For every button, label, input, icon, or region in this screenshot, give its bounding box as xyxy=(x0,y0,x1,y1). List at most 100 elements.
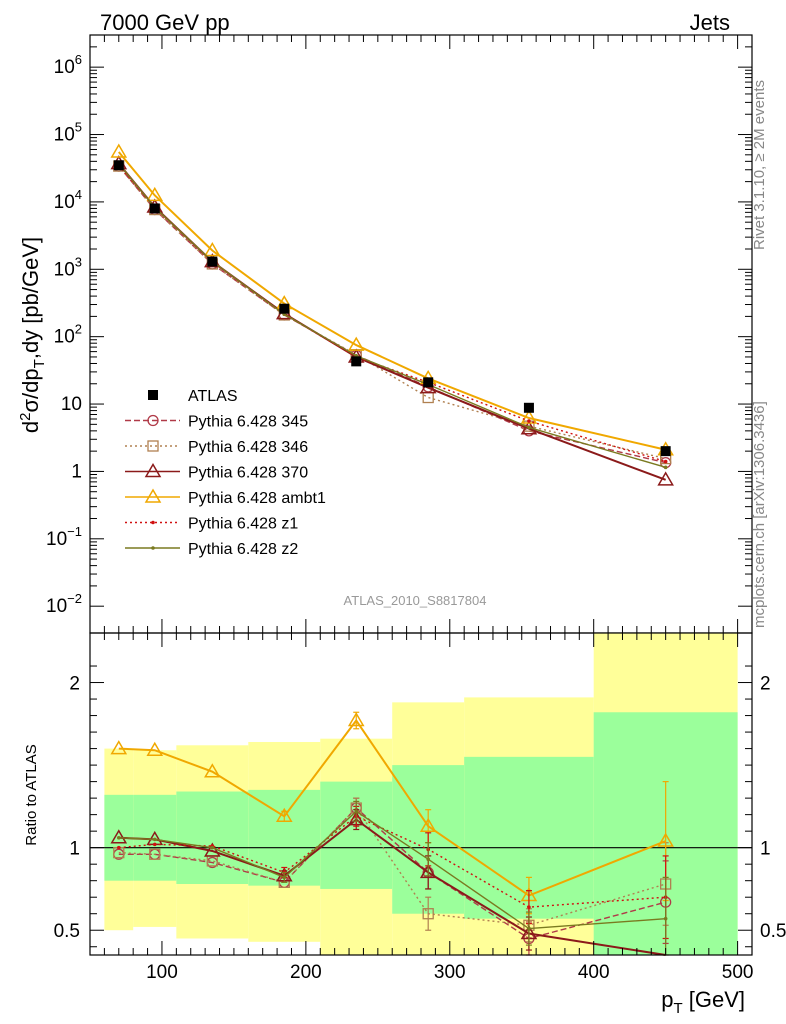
data-point xyxy=(423,377,434,388)
main-series-p370 xyxy=(110,155,674,486)
ratio-point-p370 xyxy=(110,829,128,844)
tick-exponent: −1 xyxy=(67,524,82,539)
main-point-ambt1 xyxy=(146,186,164,202)
data-point xyxy=(113,160,124,171)
data-point xyxy=(207,256,218,267)
legend-label-z1: Pythia 6.428 z1 xyxy=(188,516,298,533)
ratio-point-z2 xyxy=(210,845,215,850)
ratio-series-ambt1 xyxy=(110,711,674,915)
legend-item-z1: Pythia 6.428 z1 xyxy=(125,516,298,533)
ratio-point-z2 xyxy=(426,857,430,862)
ratio-y-axis-label: Ratio to ATLAS xyxy=(23,744,40,845)
legend-marker-z1 xyxy=(151,520,155,525)
legend-item-p345: Pythia 6.428 345 xyxy=(125,414,308,431)
ratio-point-ambt1 xyxy=(146,741,164,756)
main-point-z1 xyxy=(527,419,531,423)
legend-label-z2: Pythia 6.428 z2 xyxy=(188,541,298,558)
main-y-tick-label: 103 xyxy=(54,254,82,280)
main-line-ambt1 xyxy=(118,151,666,451)
main-y-tick-label: 106 xyxy=(54,52,82,78)
ratio-point-p346 xyxy=(149,848,161,860)
ratio-series-z2 xyxy=(116,800,669,956)
ratio-point-z1 xyxy=(152,842,157,847)
ratio-point-z2 xyxy=(354,809,359,814)
legend-marker-p345 xyxy=(147,414,159,427)
rivet-version-label: Rivet 3.1.10, ≥ 2M events xyxy=(751,80,768,250)
ratio-point-z1 xyxy=(116,845,121,850)
tick-exponent: −2 xyxy=(67,591,82,606)
legend-marker-data xyxy=(148,390,158,400)
legend-label-p345: Pythia 6.428 345 xyxy=(188,414,308,431)
ratio-y-tick-label-left: 1 xyxy=(69,839,80,860)
tick-base: 10 xyxy=(54,192,75,213)
main-series-data xyxy=(113,160,671,457)
main-point-p370 xyxy=(657,471,674,486)
main-point-ambt1 xyxy=(110,143,128,158)
ratio-y-tick-label-right: 2 xyxy=(760,674,771,695)
legend-item-p370: Pythia 6.428 370 xyxy=(125,463,308,482)
ratio-y-tick-label-left: 2 xyxy=(69,674,80,695)
legend-item-ambt1: Pythia 6.428 ambt1 xyxy=(125,488,326,507)
ratio-point-p346 xyxy=(422,908,434,920)
x-tick-label: 500 xyxy=(722,962,754,983)
legend-marker-z2 xyxy=(151,546,155,550)
tick-exponent: 6 xyxy=(75,52,82,67)
ratio-line-z2 xyxy=(118,810,666,930)
main-series-ambt1 xyxy=(110,143,674,456)
legend-item-data: ATLAS xyxy=(148,388,238,405)
legend-label-data: ATLAS xyxy=(188,388,238,405)
main-y-tick-label: 10 xyxy=(61,394,82,415)
legend-item-z2: Pythia 6.428 z2 xyxy=(125,541,298,558)
data-point xyxy=(351,356,362,367)
main-point-ambt1 xyxy=(204,242,221,257)
ratio-point-z2 xyxy=(663,916,668,921)
main-y-tick-label: 102 xyxy=(54,322,82,348)
main-y-tick-label: 104 xyxy=(54,187,82,213)
ratio-y-tick-label-right: 1 xyxy=(760,839,771,860)
ratio-point-z2 xyxy=(116,835,121,840)
ratio-line-ambt1 xyxy=(118,718,667,897)
ratio-point-ambt1 xyxy=(275,807,293,823)
main-point-ambt1 xyxy=(520,409,538,424)
tick-exponent: 5 xyxy=(75,120,82,135)
legend-label-ambt1: Pythia 6.428 ambt1 xyxy=(188,490,326,507)
tick-exponent: 2 xyxy=(75,322,82,337)
ratio-y-tick-label-left: 0.5 xyxy=(54,921,80,942)
data-point xyxy=(149,203,160,214)
tick-exponent: 3 xyxy=(75,254,82,269)
x-tick-label: 200 xyxy=(290,962,322,983)
legend-label-p370: Pythia 6.428 370 xyxy=(188,465,308,482)
ratio-point-ambt1 xyxy=(110,740,128,755)
legend-label-p346: Pythia 6.428 346 xyxy=(188,439,308,456)
tick-exponent: 4 xyxy=(75,187,82,202)
mcplots-credit-label: mcplots.cern.ch [arXiv:1306.3436] xyxy=(751,401,768,628)
legend-item-p346: Pythia 6.428 346 xyxy=(125,439,308,456)
tick-base: 10 xyxy=(54,327,75,348)
tick-base: 10 xyxy=(46,529,67,550)
header-left-label: 7000 GeV pp xyxy=(100,10,230,35)
header-right-label: Jets xyxy=(690,10,730,35)
x-axis-label: pT [GeV] xyxy=(661,987,745,1017)
main-line-p370 xyxy=(118,162,667,481)
ratio-point-z2 xyxy=(282,875,287,880)
main-point-z2 xyxy=(527,425,531,430)
data-point xyxy=(660,446,671,457)
main-point-z2 xyxy=(663,465,668,470)
legend: ATLAS Pythia 6.428 345 Pythia 6.428 346 Pyt… xyxy=(125,388,326,558)
main-y-axis-label: d2σ/dpT,dy [pb/GeV] xyxy=(17,237,48,433)
tick-base: 10 xyxy=(54,57,75,78)
x-tick-label: 100 xyxy=(146,962,178,983)
legend-marker-p370 xyxy=(144,463,162,478)
x-tick-label: 300 xyxy=(434,962,466,983)
ratio-point-p370 xyxy=(204,842,221,857)
ratio-point-p370 xyxy=(419,863,437,879)
main-y-tick-label: 105 xyxy=(54,120,82,146)
x-tick-label: 400 xyxy=(578,962,610,983)
legend-marker-ambt1 xyxy=(144,488,162,503)
ratio-point-z1 xyxy=(527,905,531,909)
tick-base: 10 xyxy=(54,125,75,146)
ratio-point-z2 xyxy=(152,837,157,842)
data-point xyxy=(279,303,290,314)
